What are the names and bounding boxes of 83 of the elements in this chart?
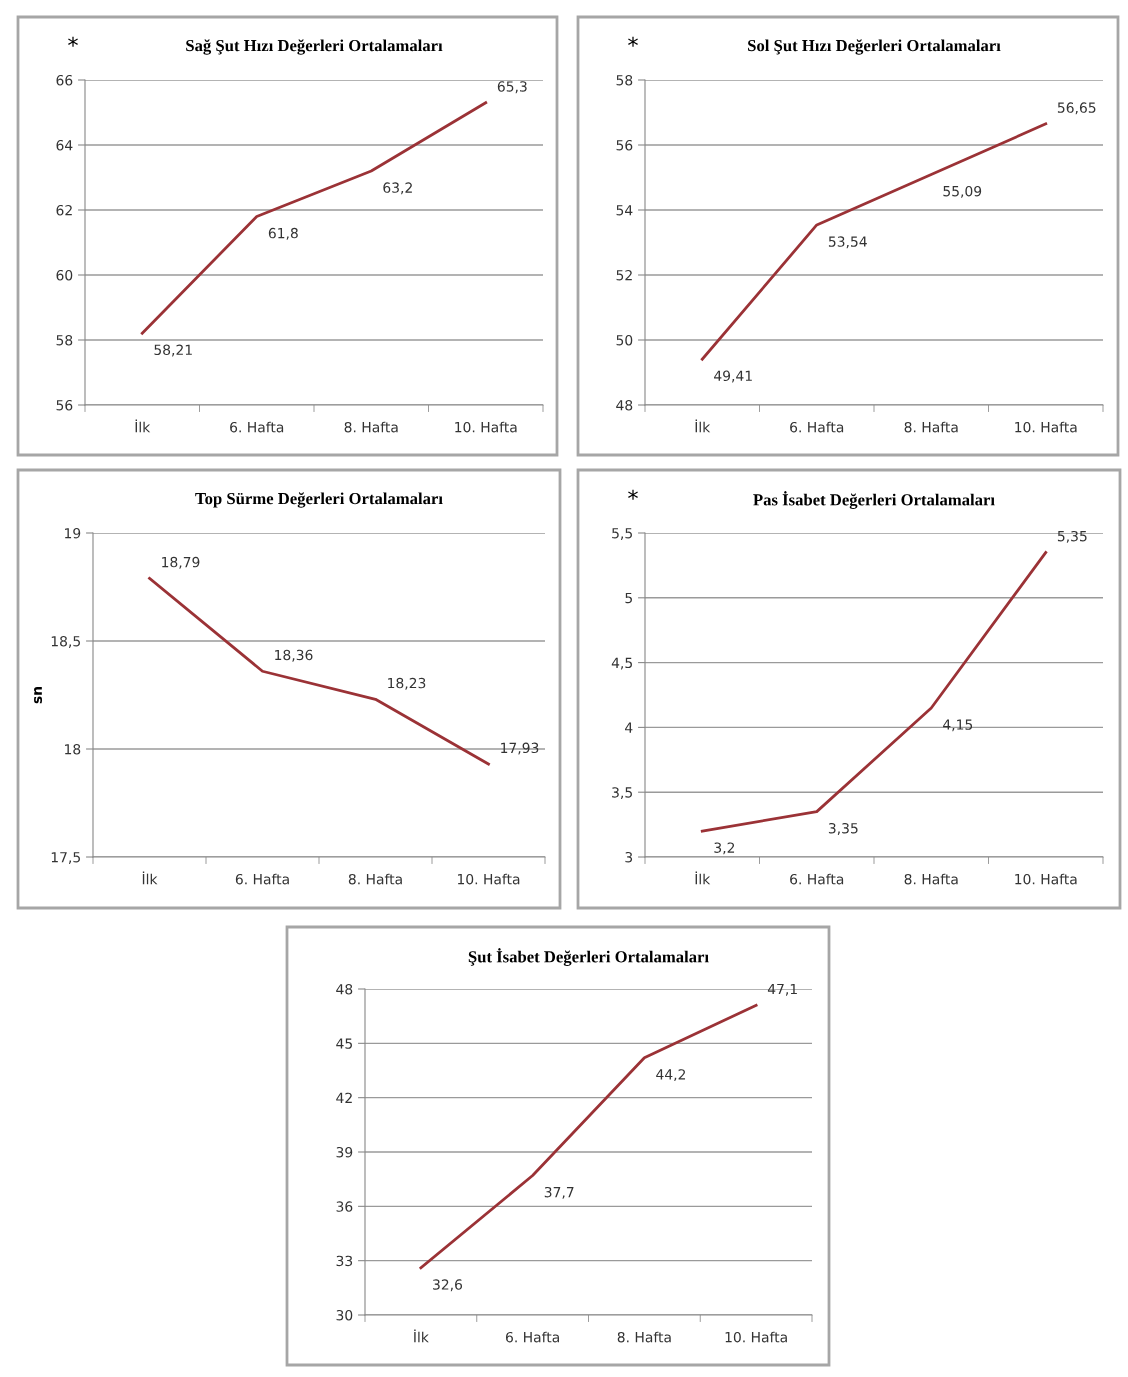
text: * [628, 489, 638, 500]
x-tick-label: İlk [414, 1329, 429, 1343]
data-label: 18,36 [275, 649, 313, 662]
y-tick-label: 18,5 [51, 635, 80, 648]
y-tick-label: 42 [336, 1092, 352, 1103]
data-label: 17,93 [501, 742, 539, 755]
data-label: 4,15 [943, 719, 973, 732]
x-tick-label: İlk [142, 871, 158, 885]
y-tick-label: 56 [616, 139, 633, 151]
x-tick-label: İlk [135, 419, 151, 433]
x-tick-label: 8. Hafta [904, 421, 958, 433]
data-label: 49,41 [714, 370, 752, 383]
data-label: 44,2 [656, 1069, 686, 1082]
text: * [68, 36, 78, 47]
data-label: 61,8 [268, 227, 298, 240]
y-tick-label: 62 [56, 204, 72, 216]
line-series [700, 551, 1048, 833]
x-tick-label: İlk [695, 871, 711, 885]
data-label: 3,35 [828, 823, 858, 835]
data-label: 47,1 [767, 983, 797, 996]
y-tick-label: 4,5 [611, 657, 632, 670]
data-label: 63,2 [383, 182, 412, 195]
y-tick-label: 64 [56, 139, 73, 151]
x-tick-label: 6. Hafta [790, 421, 844, 433]
y-tick-label: 33 [336, 1255, 353, 1267]
x-tick-label: İlk [695, 419, 711, 433]
y-tick-label: 30 [336, 1309, 353, 1321]
x-tick-label: 6. Hafta [505, 1331, 559, 1343]
data-label: 5,35 [1057, 530, 1087, 543]
data-label: 32,6 [433, 1279, 463, 1292]
data-label: 18,23 [388, 677, 426, 690]
y-tick-label: 18 [65, 743, 81, 755]
y-tick-label: 48 [336, 983, 353, 995]
x-tick-label: 6. Hafta [235, 873, 289, 885]
data-label: 3,2 [714, 842, 735, 855]
y-tick-label: 19 [65, 527, 81, 539]
data-label: 37,7 [544, 1186, 574, 1199]
y-tick-label: 5 [625, 592, 632, 604]
x-tick-label: 10. Hafta [725, 1331, 787, 1343]
data-label: 56,65 [1057, 102, 1096, 115]
y-tick-label: 60 [56, 269, 73, 281]
y-tick-label: 50 [616, 334, 633, 346]
data-label: 53,54 [828, 236, 867, 249]
y-tick-label: 56 [56, 399, 73, 411]
line-series [148, 576, 490, 766]
data-label: 65,3 [497, 81, 527, 94]
y-tick-label: 58 [616, 74, 633, 86]
chart-title: Şut İsabet Değerleri Ortalamaları [468, 948, 709, 966]
data-label: 58,21 [154, 344, 192, 357]
line-series [419, 1003, 758, 1270]
x-tick-label: 10. Hafta [1015, 873, 1077, 885]
chart-title: Pas İsabet Değerleri Ortalamaları [753, 491, 995, 509]
text: * [628, 36, 638, 47]
y-tick-label: 4 [625, 722, 633, 733]
y-tick-label: 54 [616, 205, 633, 216]
x-tick-label: 8. Hafta [344, 421, 398, 433]
line-series [700, 122, 1048, 361]
y-tick-label: 3 [625, 851, 633, 863]
chart-title: Sağ Şut Hızı Değerleri Ortalamaları [186, 39, 443, 55]
y-tick-label: 3,5 [612, 787, 632, 800]
line-series [140, 101, 488, 335]
x-tick-label: 8. Hafta [904, 873, 958, 885]
data-label: 55,09 [943, 185, 982, 198]
y-tick-label: 36 [336, 1201, 353, 1212]
chart-title: Sol Şut Hızı Değerleri Ortalamaları [748, 39, 1001, 55]
x-tick-label: 6. Hafta [790, 873, 844, 885]
x-tick-label: 6. Hafta [230, 421, 284, 433]
chart-title: Top Sürme Değerleri Ortalamaları [195, 492, 443, 508]
y-tick-label: 45 [336, 1038, 352, 1049]
x-tick-label: 10. Hafta [458, 873, 520, 885]
x-tick-label: 8. Hafta [617, 1331, 671, 1343]
y-tick-label: 48 [616, 399, 633, 411]
y-axis-title: sn [34, 687, 43, 704]
x-tick-label: 10. Hafta [1015, 421, 1077, 433]
data-label: 18,79 [162, 556, 200, 569]
y-tick-label: 58 [56, 334, 73, 346]
y-tick-label: 52 [616, 269, 632, 281]
x-tick-label: 8. Hafta [348, 873, 402, 885]
y-tick-label: 17,5 [51, 852, 80, 864]
y-tick-label: 5,5 [612, 528, 632, 540]
y-tick-label: 39 [336, 1146, 353, 1158]
y-tick-label: 66 [56, 74, 73, 86]
x-tick-label: 10. Hafta [455, 421, 517, 433]
